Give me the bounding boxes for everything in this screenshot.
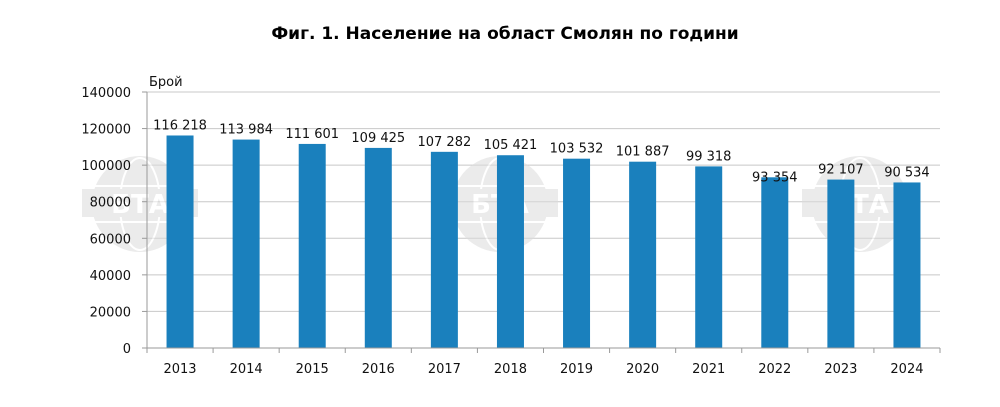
y-tick-labels: 0 20000 40000 60000 80000 100000 120000 140000 — [81, 86, 131, 357]
data-label: 116 218 — [153, 118, 207, 133]
bar — [166, 135, 194, 348]
x-tick-label: 2023 — [824, 362, 857, 377]
y-tick-label: 40000 — [90, 269, 131, 284]
data-label: 107 282 — [417, 135, 471, 150]
watermark-text: БТА — [111, 190, 169, 220]
x-tick-label: 2013 — [163, 362, 196, 377]
bar — [563, 158, 591, 348]
data-label: 103 532 — [550, 142, 604, 157]
data-label: 101 887 — [616, 145, 670, 160]
y-tick-label: 0 — [123, 342, 131, 357]
y-tick-label: 20000 — [90, 305, 131, 320]
x-tick-label: 2019 — [560, 362, 593, 377]
x-tick-label: 2021 — [692, 362, 725, 377]
data-label: 92 107 — [818, 163, 864, 178]
y-tick-label: 140000 — [81, 86, 131, 101]
data-label: 93 354 — [752, 170, 798, 185]
bar — [232, 139, 260, 348]
x-tick-label: 2015 — [296, 362, 329, 377]
bar — [893, 182, 921, 348]
grid-lines — [147, 91, 940, 312]
x-tick-labels: 2013 2014 2015 2016 2017 2018 2019 2020 2021 2022… — [163, 362, 923, 377]
y-tick-label: 120000 — [81, 123, 131, 138]
y-tick-label: 60000 — [90, 232, 131, 247]
chart-title: Фиг. 1. Население на област Смолян по го… — [271, 24, 738, 44]
x-tick-label: 2017 — [428, 362, 461, 377]
bar — [430, 151, 458, 348]
bar — [827, 179, 855, 348]
x-tick-label: 2024 — [890, 362, 923, 377]
data-label: 90 534 — [884, 165, 930, 180]
data-label: 113 984 — [219, 123, 273, 138]
bar — [695, 166, 723, 348]
x-tick-label: 2016 — [362, 362, 395, 377]
axes — [142, 91, 941, 353]
x-tick-label: 2022 — [758, 362, 791, 377]
x-tick-label: 2020 — [626, 362, 659, 377]
y-tick-label: 100000 — [81, 159, 131, 174]
y-tick-label: 80000 — [90, 196, 131, 211]
bar — [761, 177, 789, 348]
data-label: 99 318 — [686, 149, 732, 164]
bar — [629, 161, 657, 348]
bar — [364, 147, 392, 348]
x-tick-label: 2014 — [230, 362, 263, 377]
y-axis-label: Брой — [149, 75, 183, 90]
data-label: 111 601 — [285, 127, 339, 142]
bars — [166, 135, 921, 348]
data-label: 105 421 — [484, 138, 538, 153]
bar — [496, 155, 524, 348]
data-label: 109 425 — [351, 131, 405, 146]
watermark-logo: БТА — [82, 156, 198, 252]
bar — [298, 143, 326, 348]
data-labels: 116 218 113 984 111 601 109 425 107 282 105 4… — [153, 118, 930, 185]
x-tick-label: 2018 — [494, 362, 527, 377]
